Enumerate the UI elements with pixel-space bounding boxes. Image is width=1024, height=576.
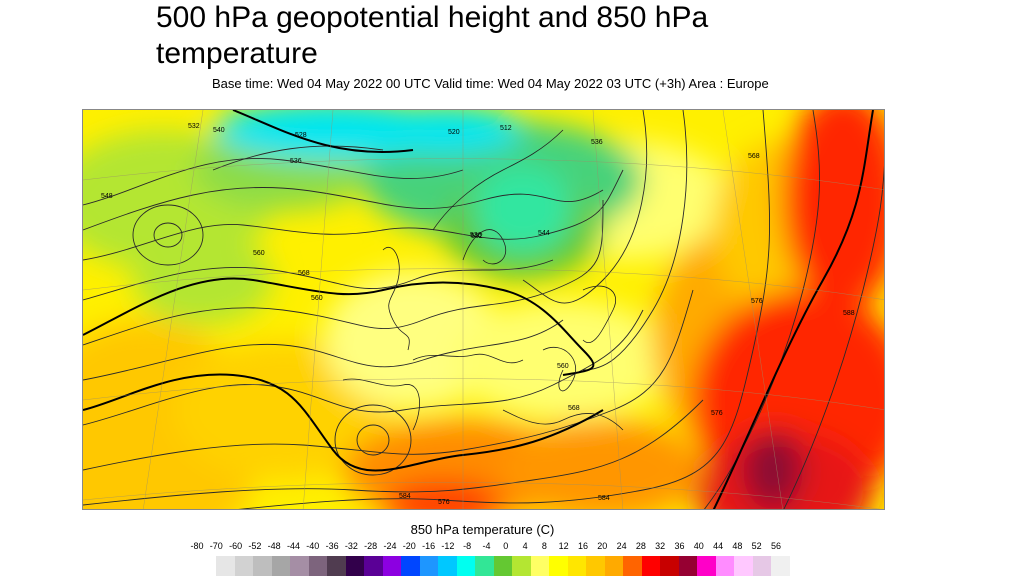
color-swatch	[308, 556, 327, 576]
contour-label: 588	[843, 310, 855, 317]
geopotential-contours	[83, 110, 884, 509]
contour-label: 536	[591, 139, 603, 146]
color-swatch	[715, 556, 734, 576]
contour-label: 536	[470, 232, 482, 239]
contour-label: 544	[538, 230, 550, 237]
color-swatch	[530, 556, 549, 576]
color-swatch	[734, 556, 753, 576]
color-swatch	[456, 556, 475, 576]
color-swatch	[419, 556, 438, 576]
contour-label: 520	[448, 129, 460, 136]
legend-tick-label: 0	[503, 541, 509, 551]
color-swatch	[567, 556, 586, 576]
color-swatch	[697, 556, 716, 576]
color-swatch	[660, 556, 679, 576]
contour-label: 560	[253, 250, 265, 257]
contour-label: 540	[213, 127, 225, 134]
color-swatch	[327, 556, 346, 576]
contour-label: 576	[438, 499, 450, 506]
legend-ticks: -80 -70 -60 -52 -48 -44 -40 -36 -32 -28 -24 -20 -16-…	[0, 541, 1024, 553]
contour-label: 532	[188, 123, 200, 130]
legend-tick-label: 20	[597, 541, 608, 551]
color-swatch	[401, 556, 420, 576]
legend-tick-label: 32	[655, 541, 666, 551]
contour-label: 560	[557, 363, 569, 370]
color-swatch	[475, 556, 494, 576]
contour-label: 576	[751, 298, 763, 305]
contour-label: 512	[500, 125, 512, 132]
legend-tick-label: -70	[209, 541, 223, 551]
legend-tick-label: 48	[732, 541, 743, 551]
color-swatch	[752, 556, 771, 576]
legend-tick-label: -16	[422, 541, 436, 551]
legend-tick-label: 28	[635, 541, 646, 551]
color-swatch	[364, 556, 383, 576]
contour-label: 528	[295, 132, 307, 139]
color-swatch	[438, 556, 457, 576]
contour-label: 584	[598, 495, 610, 502]
legend-tick-label: -20	[402, 541, 416, 551]
weather-map[interactable]: 532 540 528 536 520 512 536 548 560 568 …	[82, 109, 885, 510]
map-subtitle: Base time: Wed 04 May 2022 00 UTC Valid …	[212, 76, 769, 91]
legend-tick-label: 44	[713, 541, 724, 551]
contour-label: 568	[568, 405, 580, 412]
legend-tick-label: 24	[616, 541, 627, 551]
bold-contours	[83, 110, 874, 509]
color-swatch	[290, 556, 309, 576]
legend-tick-label: -52	[248, 541, 262, 551]
color-swatch	[623, 556, 642, 576]
temperature-field: 532 540 528 536 520 512 536 548 560 568 …	[83, 110, 884, 509]
legend-tick-label: -24	[383, 541, 397, 551]
legend-tick-label: -4	[482, 541, 491, 551]
color-swatch	[678, 556, 697, 576]
legend-tick-label: 8	[541, 541, 547, 551]
legend-tick-label: 4	[522, 541, 528, 551]
contour-label: 584	[399, 493, 411, 500]
contour-label: 568	[748, 153, 760, 160]
graticule	[83, 110, 884, 509]
legend-title: 850 hPa temperature (C)	[410, 522, 555, 537]
color-swatch	[586, 556, 605, 576]
legend-tick-label: -40	[306, 541, 320, 551]
legend-tick-label: 56	[770, 541, 782, 551]
legend-tick-label: 16	[577, 541, 589, 551]
legend-tick-label: -28	[364, 541, 378, 551]
color-swatch	[382, 556, 401, 576]
map-title: 500 hPa geopotential height and 850 hPa …	[156, 1, 709, 70]
legend-tick-label: -48	[267, 541, 281, 551]
color-swatch	[512, 556, 531, 576]
legend-tick-label: -60	[229, 541, 243, 551]
legend-tick-label: -8	[463, 541, 472, 551]
color-swatch	[271, 556, 290, 576]
legend-tick-label: 12	[558, 541, 569, 551]
legend-tick-label: -32	[344, 541, 358, 551]
legend-tick-label: -12	[441, 541, 455, 551]
legend-tick-label: -36	[325, 541, 339, 551]
color-swatch	[549, 556, 568, 576]
color-swatch	[771, 556, 790, 576]
color-swatch	[493, 556, 512, 576]
color-swatch	[234, 556, 253, 576]
contour-label: 576	[711, 410, 723, 417]
color-swatch	[216, 556, 235, 576]
contour-label: 552	[471, 233, 483, 240]
color-swatch	[253, 556, 272, 576]
coastlines	[342, 129, 624, 431]
contour-label: 548	[101, 193, 113, 200]
color-swatch	[641, 556, 660, 576]
legend-tick-label: -44	[286, 541, 301, 551]
color-swatch	[345, 556, 364, 576]
color-scale	[216, 556, 790, 576]
contour-label: 536	[290, 158, 302, 165]
legend-tick-label: 40	[693, 541, 704, 551]
legend-tick-label: 36	[674, 541, 685, 551]
legend-tick-label: -80	[190, 541, 204, 551]
legend-tick-label: 52	[751, 541, 762, 551]
color-swatch	[604, 556, 623, 576]
contour-label: 568	[298, 270, 310, 277]
contour-label: 560	[311, 295, 323, 302]
contour-labels: 532 540 528 536 520 512 536 548 560 568 …	[101, 123, 855, 506]
